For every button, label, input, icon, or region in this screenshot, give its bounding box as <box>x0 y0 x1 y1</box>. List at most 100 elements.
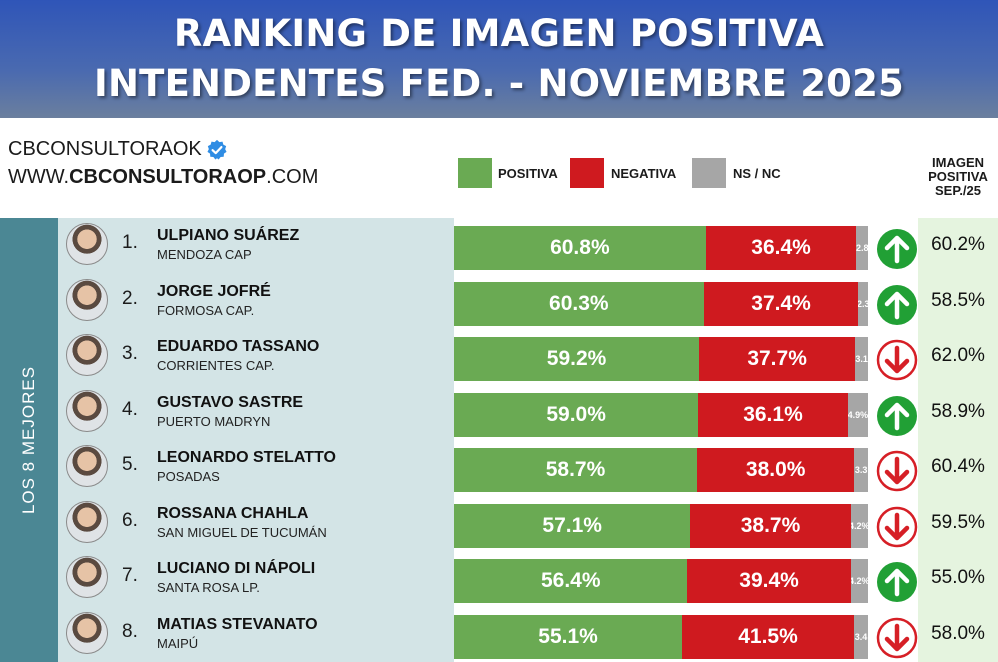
header-banner: RANKING DE IMAGEN POSITIVA INTENDENTES F… <box>0 0 998 118</box>
prev-positive-value: 58.5% <box>931 289 985 311</box>
mayor-city: SAN MIGUEL DE TUCUMÁN <box>157 524 327 540</box>
brand-block: CBCONSULTORAOK WWW.CBCONSULTORAOP.COM <box>8 138 318 189</box>
mayor-city: SANTA ROSA LP. <box>157 580 260 595</box>
trend-down-arrow-icon <box>876 339 918 381</box>
legend-swatch-positiva <box>458 158 492 188</box>
bar-nsnc: 4.2% <box>850 559 868 603</box>
bar-nsnc: 3.3 <box>854 448 868 492</box>
table-row: 1. ULPIANO SUÁREZ MENDOZA CAP 60.8% 36.4% 2.8… <box>58 218 998 274</box>
mayor-city: PUERTO MADRYN <box>157 413 271 429</box>
avatar <box>66 278 108 321</box>
prev-header-line-2: POSITIVA <box>928 169 988 184</box>
trend-up-arrow-icon <box>877 284 917 325</box>
avatar <box>66 445 108 487</box>
mayor-name: JORGE JOFRÉ <box>157 282 271 300</box>
bar-negativa: 36.4% <box>705 226 857 270</box>
bar-positiva: 55.1% <box>454 614 683 659</box>
mayor-name: ROSSANA CHAHLA <box>157 504 309 522</box>
bar-positiva: 59.2% <box>454 337 700 381</box>
legend-swatch-nsnc <box>692 158 726 188</box>
prev-positive-value: 58.9% <box>931 400 985 422</box>
prev-column-header: IMAGEN POSITIVA SEP./25 <box>918 156 998 198</box>
prev-positive-value: 60.4% <box>931 456 985 477</box>
mayor-name: LEONARDO STELATTO <box>157 449 336 466</box>
bar-positiva: 56.4% <box>454 559 688 603</box>
site-prefix: WWW. <box>8 166 70 188</box>
prev-positive-value: 59.5% <box>931 511 985 533</box>
legend-swatch-negativa <box>570 158 604 188</box>
stacked-bar: 55.1% 41.5% 3.4 <box>454 614 868 659</box>
mayor-city: MAIPÚ <box>157 635 199 651</box>
avatar <box>66 223 108 265</box>
bar-negativa: 41.5% <box>682 614 854 659</box>
rank-number: 8. <box>122 620 138 642</box>
avatar <box>66 334 108 376</box>
trend-up-arrow-icon <box>877 229 917 269</box>
bar-nsnc: 2.3 <box>858 281 868 326</box>
bar-nsnc: 3.4 <box>853 614 868 659</box>
mayor-name: EDUARDO TASSANO <box>157 338 320 355</box>
trend-up-arrow-icon <box>877 395 917 436</box>
stacked-bar: 59.2% 37.7% 3.1 <box>454 337 868 381</box>
mayor-city: CORRIENTES CAP. <box>157 358 275 373</box>
stacked-bar: 56.4%39.4%4.2% <box>454 559 868 603</box>
bar-nsnc: 4.9% <box>847 392 868 437</box>
bar-positiva: 60.8% <box>454 226 706 270</box>
table-row: 5. LEONARDO STELATTO POSADAS 58.7% 38.0% 3.3 6… <box>58 440 998 496</box>
table-row: 4. GUSTAVO SASTRE PUERTO MADRYN 59.0% 36.1% 4… <box>58 385 998 441</box>
mayor-name: MATIAS STEVANATO <box>157 615 318 633</box>
avatar <box>66 389 108 432</box>
prev-header-line-3: SEP./25 <box>934 183 982 198</box>
rank-number: 1. <box>122 232 138 253</box>
bar-nsnc: 2.8 <box>856 226 868 270</box>
stacked-bar: 58.7% 38.0% 3.3 <box>454 448 868 492</box>
table-row: 7. LUCIANO DI NÁPOLI SANTA ROSA LP. 56.4% 39… <box>58 551 998 607</box>
rank-number: 2. <box>122 287 138 309</box>
mayor-city: MENDOZA CAP <box>157 247 252 262</box>
stacked-bar: 60.8% 36.4% 2.8 <box>454 226 868 270</box>
trend-up-arrow-icon <box>877 562 917 602</box>
verified-badge-icon <box>207 139 227 160</box>
mayor-city: FORMOSA CAP. <box>157 302 255 318</box>
site-domain: CBCONSULTORAOP <box>69 166 267 188</box>
mayor-name: LUCIANO DI NÁPOLI <box>157 560 316 577</box>
brand-website[interactable]: WWW.CBCONSULTORAOP.COM <box>8 166 318 189</box>
trend-down-arrow-icon <box>876 506 918 547</box>
bar-nsnc: 3.1 <box>855 337 868 381</box>
avatar <box>66 500 108 543</box>
legend-label-nsnc: NS / NC <box>733 166 781 181</box>
table-row: 8. MATIAS STEVANATO MAIPÚ 55.1% 41.5% 3.4 58.0… <box>58 607 998 662</box>
bar-positiva: 57.1% <box>454 503 691 548</box>
bar-positiva: 58.7% <box>454 448 698 492</box>
legend-label-negativa: NEGATIVA <box>611 166 677 181</box>
title-line-1: RANKING DE IMAGEN POSITIVA <box>173 12 825 55</box>
stacked-bar: 57.1%38.7%4.2% <box>454 503 868 548</box>
trend-down-arrow-icon <box>876 617 918 658</box>
mayor-city: POSADAS <box>157 469 220 484</box>
bar-positiva: 60.3% <box>454 281 704 326</box>
rank-number: 6. <box>122 509 138 531</box>
trend-down-arrow-icon <box>876 450 918 492</box>
prev-positive-value: 55.0% <box>931 567 985 588</box>
prev-positive-value: 58.0% <box>931 622 985 644</box>
rank-number: 5. <box>122 454 138 475</box>
names-column-background <box>58 218 454 662</box>
bar-negativa: 37.7% <box>699 337 856 381</box>
brand-handle: CBCONSULTORAOK <box>8 138 202 160</box>
bar-negativa: 39.4% <box>687 559 851 603</box>
bar-negativa: 38.0% <box>697 448 855 492</box>
mayor-name: ULPIANO SUÁREZ <box>157 227 300 244</box>
rank-number: 4. <box>122 398 138 420</box>
prev-positive-value: 62.0% <box>931 345 985 366</box>
bar-negativa: 37.4% <box>703 281 859 326</box>
mayor-name: GUSTAVO SASTRE <box>157 393 304 411</box>
bar-nsnc: 4.2% <box>850 503 868 548</box>
bar-negativa: 38.7% <box>690 503 851 548</box>
brand-handle-row: CBCONSULTORAOK <box>8 138 318 161</box>
title-line-2: INTENDENTES FED. - NOVIEMBRE 2025 <box>94 62 904 105</box>
group-side-band: LOS 8 MEJORES <box>0 218 58 662</box>
rank-number: 3. <box>122 343 138 364</box>
stacked-bar: 60.3% 37.4% 2.3 <box>454 281 868 326</box>
table-row: 3. EDUARDO TASSANO CORRIENTES CAP. 59.2% 37.… <box>58 329 998 385</box>
prev-column-background <box>918 218 998 662</box>
